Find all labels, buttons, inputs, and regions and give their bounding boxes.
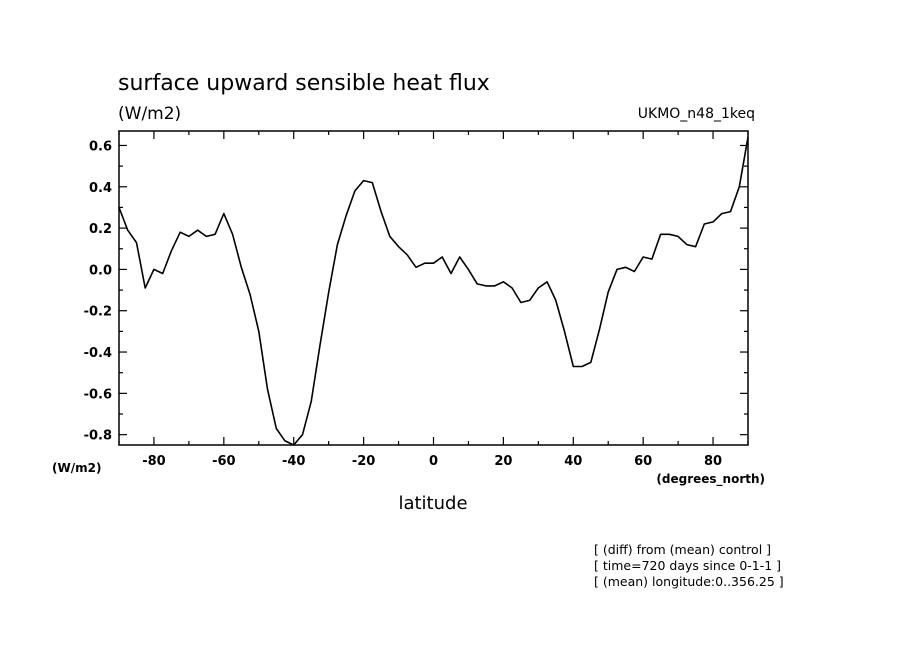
x-tick-label: 40	[564, 454, 582, 469]
note-line-2: [ time=720 days since 0-1-1 ]	[594, 558, 781, 573]
x-tick-label: -80	[142, 454, 166, 469]
x-axis-unit-label: (degrees_north)	[656, 472, 765, 487]
chart-title: surface upward sensible heat flux	[118, 71, 490, 96]
chart-units: (W/m2)	[118, 104, 181, 124]
y-tick-label: 0.4	[89, 181, 112, 196]
x-tick-label: 0	[429, 454, 438, 469]
y-tick-label: -0.6	[84, 387, 112, 402]
y-tick-label: -0.4	[84, 346, 112, 361]
note-line-1: [ (diff) from (mean) control ]	[594, 542, 771, 557]
y-tick-label: -0.8	[84, 429, 112, 444]
y-axis-ticks: -0.8 -0.6 -0.4 -0.2 0.0 0.2 0.4 0.6	[84, 139, 748, 444]
note-line-3: [ (mean) longitude:0..356.25 ]	[594, 574, 784, 589]
x-tick-label: -60	[212, 454, 236, 469]
x-tick-label: -40	[282, 454, 306, 469]
x-tick-label: 20	[494, 454, 512, 469]
y-axis-label: (W/m2)	[52, 461, 101, 475]
dataset-label: UKMO_n48_1keq	[638, 106, 755, 122]
x-axis-label: latitude	[398, 493, 467, 514]
y-tick-label: 0.2	[89, 222, 112, 237]
y-tick-label: 0.0	[89, 263, 112, 278]
x-tick-label: -20	[352, 454, 376, 469]
y-tick-label: -0.2	[84, 305, 112, 320]
x-tick-label: 80	[704, 454, 722, 469]
x-axis-ticks: -80 -60 -40 -20 0 20 40 60 80	[118, 131, 749, 469]
x-tick-label: 60	[634, 454, 652, 469]
series-line	[118, 137, 749, 446]
y-tick-label: 0.6	[89, 139, 112, 154]
plot-frame	[118, 130, 749, 446]
